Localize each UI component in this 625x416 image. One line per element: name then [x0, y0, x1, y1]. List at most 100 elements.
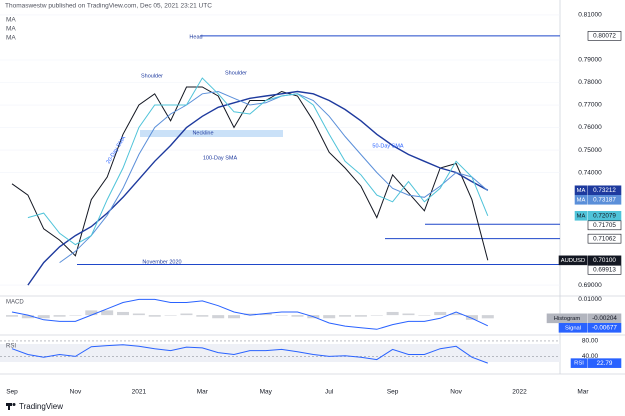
legend-entry: MA	[6, 35, 16, 42]
price-badge	[587, 210, 622, 221]
price-badge	[587, 31, 622, 41]
y-tick-label: 0.78000	[578, 79, 602, 86]
price-badge	[587, 265, 622, 275]
histogram-bar	[275, 315, 288, 316]
badge-name: MA	[577, 197, 586, 203]
y-tick-label: 0.01000	[578, 296, 602, 303]
x-tick-label: Jul	[325, 389, 334, 396]
histogram-bar	[37, 315, 50, 319]
x-tick-label: Sep	[6, 389, 18, 396]
series-line	[11, 86, 489, 261]
histogram-bar	[53, 315, 66, 317]
histogram-bar	[164, 315, 177, 316]
histogram-bar	[228, 315, 241, 319]
badge-name-box	[574, 185, 588, 196]
histogram-bar	[101, 310, 114, 316]
histogram-bar	[148, 315, 161, 317]
histogram-bar	[85, 310, 98, 316]
badge-name: MA	[577, 188, 586, 194]
histogram-bar	[69, 315, 82, 316]
badge-name-box	[570, 358, 588, 368]
price-badge	[587, 233, 622, 244]
price-badge-label: 0.80072	[593, 33, 616, 40]
histogram-bar	[259, 313, 272, 316]
badge-name: MA	[577, 213, 586, 219]
y-tick-label: 0.76000	[578, 124, 602, 131]
histogram-bar	[339, 315, 352, 317]
price-badge-label: 22.79	[597, 360, 613, 367]
series-line	[11, 344, 488, 364]
histogram-bar	[370, 315, 383, 316]
series-line	[27, 77, 489, 246]
y-tick-label: 0.75000	[578, 147, 602, 154]
price-badge	[587, 255, 622, 266]
histogram-bar	[132, 313, 145, 316]
price-badge-label: 0.70100	[593, 257, 616, 264]
legend-entry: MA	[6, 17, 16, 24]
histogram-bar	[465, 315, 478, 320]
annotation: Shoulder	[225, 70, 247, 76]
annotation: November 2020	[142, 259, 181, 265]
price-badge-label: 0.72079	[593, 212, 616, 219]
pane-title: MACD	[6, 300, 24, 306]
annotation: Head	[189, 34, 202, 40]
price-badge-label: 0.71705	[593, 222, 616, 229]
price-badge-label: -0.00204	[592, 315, 617, 322]
badge-name: RSI	[574, 361, 584, 367]
price-badge-label: 0.73187	[593, 196, 616, 203]
histogram-bar	[434, 311, 447, 316]
badge-name: Histogram	[554, 316, 581, 322]
histogram-bar	[291, 315, 304, 317]
y-tick-label: 0.79000	[578, 57, 602, 64]
histogram-bar	[450, 313, 463, 316]
rsi-band	[0, 344, 560, 362]
price-badge-label: 0.73212	[593, 187, 616, 194]
series-line	[11, 298, 489, 330]
badge-name: AUDUSD	[561, 258, 585, 264]
series-line	[59, 90, 489, 264]
y-tick-label: 0.81000	[578, 12, 602, 19]
y-tick-label: 0.69000	[578, 282, 602, 289]
histogram-bar	[243, 313, 256, 316]
price-badge	[587, 194, 622, 205]
x-tick-label: Sep	[387, 389, 399, 396]
y-tick-label: 80.00	[582, 338, 599, 345]
histogram-bar	[6, 315, 18, 317]
footer: TradingView	[19, 402, 63, 411]
y-tick-label: 0.74000	[578, 169, 602, 176]
legend-entry: MA	[6, 26, 16, 33]
price-badge	[587, 220, 622, 231]
histogram-bar	[402, 313, 415, 316]
badge-name-box	[574, 210, 588, 221]
histogram-bar	[481, 315, 494, 319]
annotation: 50-Day SMA	[372, 143, 404, 149]
x-tick-label: 2022	[512, 389, 527, 396]
histogram-bar	[418, 315, 431, 316]
histogram-bar	[323, 315, 336, 319]
header: Thomaswestw published on TradingView.com…	[5, 3, 212, 10]
histogram-bar	[117, 311, 130, 316]
x-tick-label: Mar	[577, 389, 589, 396]
badge-name-box	[574, 194, 588, 205]
histogram-bar	[386, 311, 399, 316]
badge-name-box	[558, 323, 588, 333]
price-badge	[587, 185, 622, 196]
badge-name-box	[546, 313, 588, 324]
histogram-bar	[180, 313, 193, 316]
x-tick-label: May	[260, 389, 273, 396]
price-badge	[587, 313, 622, 324]
annotation: Neckline	[192, 130, 213, 136]
annotation: 100-Day SMA	[203, 155, 238, 161]
histogram-bar	[21, 315, 34, 319]
badge-name-box	[558, 255, 588, 266]
y-tick-label: 0.77000	[578, 102, 602, 109]
x-tick-label: 2021	[132, 389, 147, 396]
series-line	[27, 90, 489, 286]
histogram-bar	[212, 315, 225, 319]
histogram-bar	[196, 315, 209, 317]
neckline-zone	[140, 130, 283, 137]
price-badge-label: 0.71062	[593, 235, 616, 242]
badge-name: Signal	[565, 325, 581, 331]
price-badge	[587, 358, 622, 368]
